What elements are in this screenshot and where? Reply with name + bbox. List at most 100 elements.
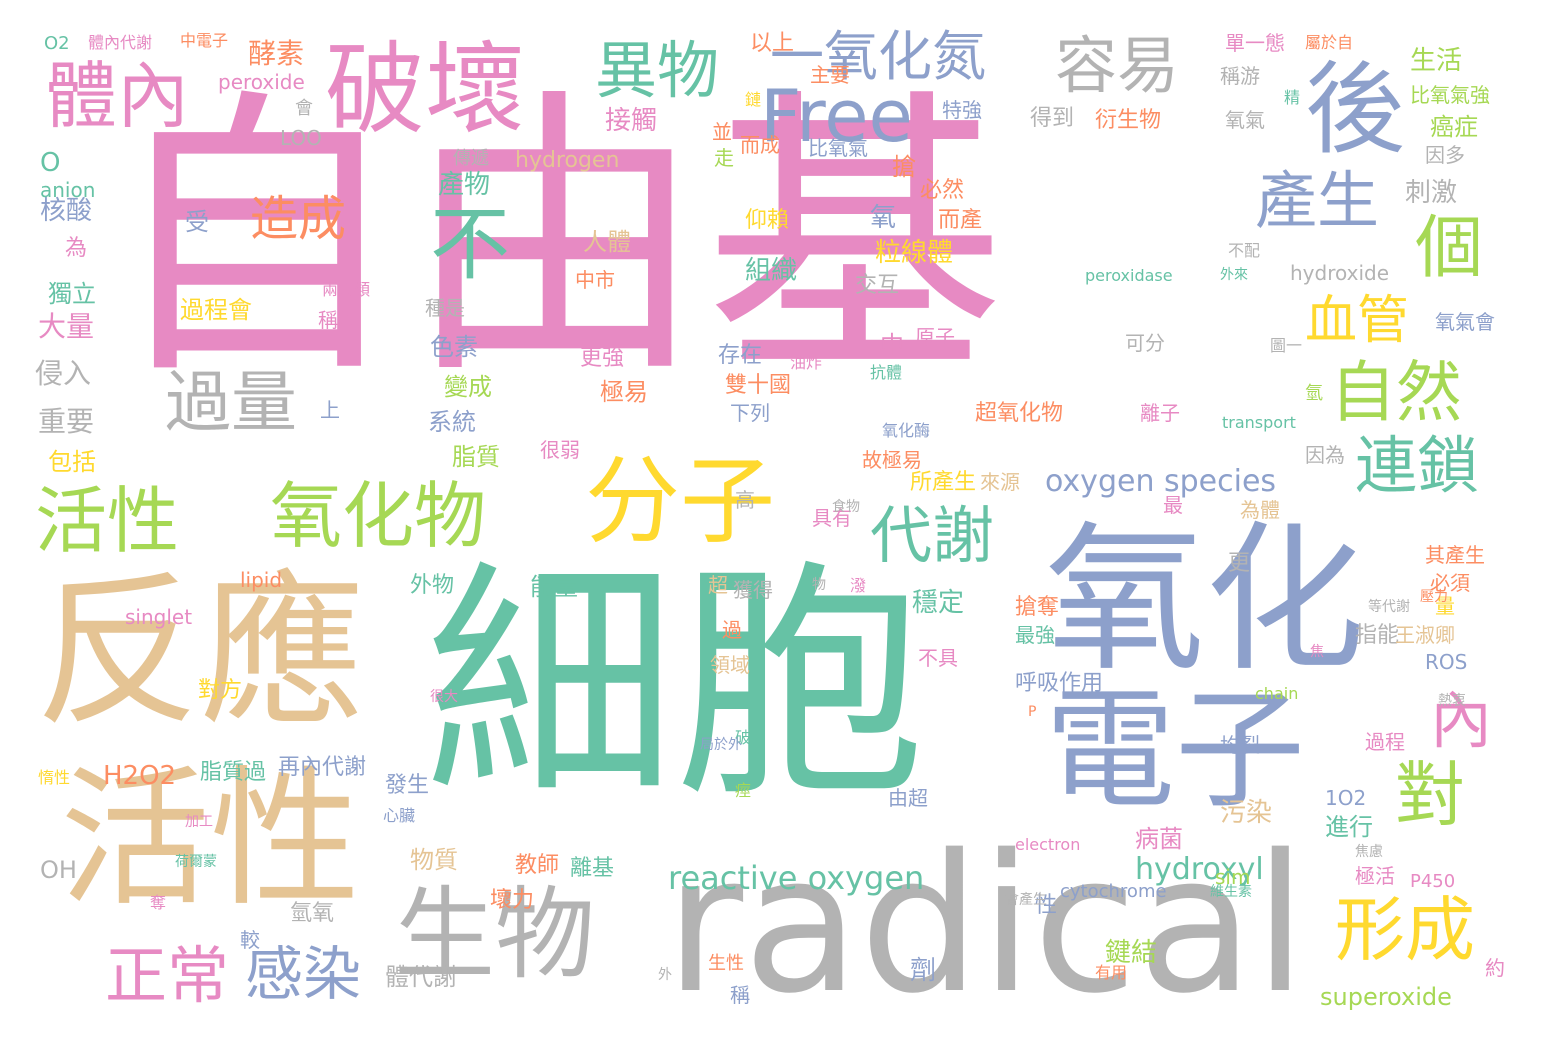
word-101: 離子 (1140, 401, 1180, 425)
word-123: 搶奪 (1015, 595, 1060, 620)
word-64: O (40, 148, 61, 178)
word-31: 造成 (250, 191, 347, 247)
word-36: 酵素 (248, 37, 305, 70)
word-69: 氧氣 (1225, 108, 1265, 132)
word-178: 很大 (430, 689, 458, 705)
word-186: 油炸 (790, 353, 823, 372)
word-13: 體內 (45, 54, 190, 138)
word-184: 生性 (708, 953, 744, 974)
word-182: 奪 (150, 893, 167, 912)
word-120: 穩定 (912, 588, 965, 618)
word-38: 接觸 (605, 106, 658, 136)
word-44: 侵入 (35, 357, 92, 390)
word-155: 氫氧 (290, 901, 335, 926)
word-161: 有用 (1095, 963, 1128, 982)
word-16: 一氧化氮 (770, 25, 986, 88)
word-113: 必須 (1430, 571, 1470, 595)
word-174: 氫 (1305, 383, 1323, 404)
word-92: 原子 (915, 325, 955, 349)
word-192: 等代謝 (1368, 599, 1410, 615)
word-124: 最強 (1015, 623, 1055, 647)
word-172: 外來 (1220, 267, 1248, 283)
word-72: 傳遞 (453, 148, 489, 169)
word-111: 為體 (1240, 498, 1280, 522)
word-52: 單一態 (1225, 31, 1285, 55)
word-132: 呼吸作用 (1015, 671, 1104, 696)
word-47: O2 (44, 33, 70, 54)
word-11: 氧化物 (270, 474, 487, 558)
word-169: 鏈 (745, 90, 762, 109)
word-41: 核酸 (40, 196, 93, 226)
word-181: 荷爾蒙 (175, 854, 217, 870)
word-34: hydroxyl (1135, 852, 1264, 887)
word-17: 容易 (1055, 29, 1180, 102)
word-112: 其產生 (1425, 543, 1485, 567)
word-110: 最 (1163, 493, 1183, 517)
word-187: 食物 (832, 499, 860, 515)
word-167: 並 (712, 120, 732, 144)
word-43: 大量 (38, 310, 95, 343)
word-22: 連鎖 (1355, 429, 1480, 502)
word-100: 超氧化物 (975, 401, 1064, 426)
word-173: 圖一 (1270, 336, 1303, 355)
word-128: 對方 (198, 678, 243, 703)
word-62: 氧氣會 (1435, 310, 1495, 334)
word-68: 衍生物 (1095, 108, 1162, 133)
word-18: 不 (430, 198, 510, 291)
word-171: 不配 (1228, 241, 1261, 260)
word-29: 內 (1430, 684, 1493, 757)
word-71: 比氧氣 (808, 136, 868, 160)
word-91: 中 (880, 331, 904, 359)
word-131: 不具 (918, 646, 958, 670)
word-152: 離基 (570, 856, 615, 881)
word-179: 惰性 (38, 768, 71, 787)
word-194: 熱衷 (1438, 693, 1466, 709)
word-133: chain (1255, 684, 1299, 703)
word-154: cytochrome (1060, 881, 1167, 902)
word-75: 受 (185, 208, 209, 236)
word-32: reactive oxygen (668, 859, 925, 897)
word-136: 再內代謝 (278, 755, 367, 780)
word-70: 而成 (740, 133, 780, 157)
word-67: 得到 (1030, 106, 1075, 131)
word-83: 過程會 (180, 296, 252, 324)
word-157: 體代謝 (385, 963, 457, 991)
word-1: 細胞 (425, 539, 925, 830)
word-121: 更 (1228, 551, 1251, 576)
word-48: 體內代謝 (88, 33, 153, 52)
word-134: H2O2 (103, 761, 177, 791)
word-76: 人體 (583, 228, 631, 256)
word-190: 量 (1435, 594, 1455, 618)
word-115: 具有 (812, 506, 852, 530)
word-63: anion (40, 178, 96, 202)
word-21: 自然 (1330, 354, 1462, 431)
word-93: 可分 (1125, 331, 1165, 355)
word-122: singlet (125, 605, 193, 629)
word-57: 癌症 (1430, 113, 1478, 141)
word-78: 組織 (745, 256, 798, 286)
word-19: 產生 (1255, 164, 1380, 237)
word-97: 雙十國 (725, 373, 792, 398)
word-10: 分子 (585, 447, 776, 557)
word-117: 外物 (410, 573, 455, 598)
word-176: 痙 (735, 781, 752, 800)
word-148: 極活 (1355, 864, 1395, 888)
word-160: 稱 (730, 983, 750, 1007)
word-199: 維生素 (1210, 884, 1252, 900)
word-45: 重要 (38, 405, 95, 438)
word-94: 更強 (580, 346, 625, 371)
word-99: 抗體 (870, 363, 903, 382)
word-23: 代謝 (870, 499, 995, 572)
word-119: 超 (708, 573, 728, 597)
word-51: 主要 (810, 63, 850, 87)
word-183: 外 (658, 967, 672, 983)
word-158: 劑 (910, 956, 937, 986)
word-156: 較 (240, 928, 260, 952)
word-2: radical (665, 814, 1307, 1035)
word-141: 1O2 (1325, 786, 1367, 810)
word-142: 污染 (1220, 798, 1273, 828)
word-189: 潑 (850, 576, 867, 595)
word-140: 由超 (888, 786, 928, 810)
word-102: transport (1222, 413, 1296, 432)
word-90: 脂質 (452, 443, 500, 471)
